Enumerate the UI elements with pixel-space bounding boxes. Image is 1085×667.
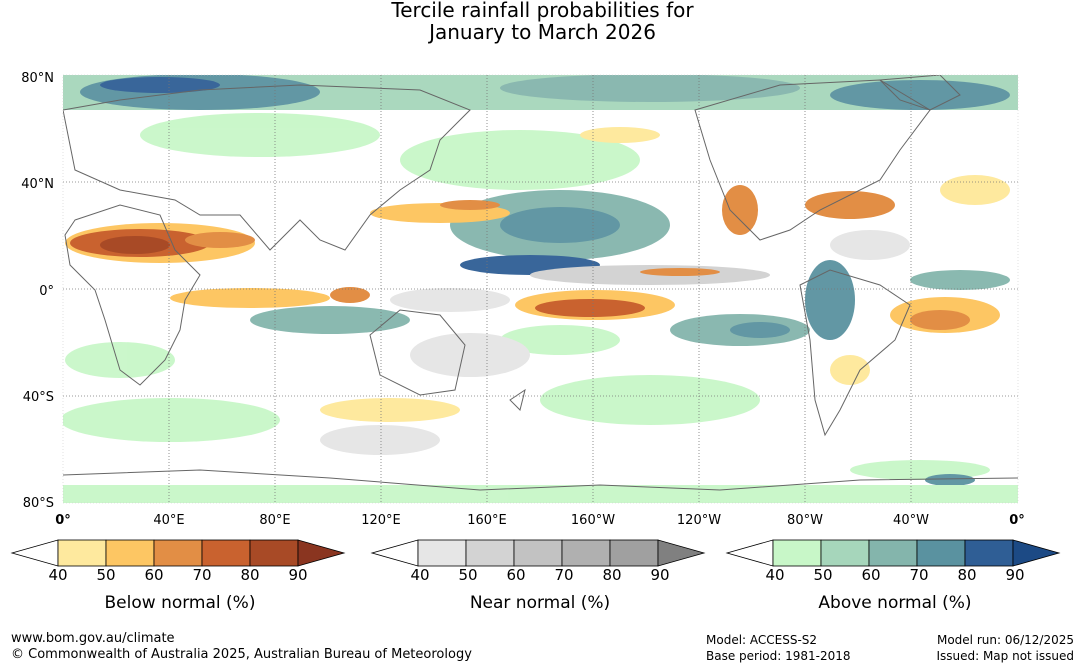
legend-caption-near: Near normal (%)	[469, 593, 611, 613]
rainfall-probability-map: 80°N 40°N 0° 40°S 80°S 0° 40°E 80°E 120°…	[21, 71, 1025, 528]
legend-swatch	[916, 539, 966, 567]
coastlines	[63, 75, 1018, 491]
legend-tick: 60	[506, 566, 526, 584]
legend-swatch	[105, 539, 155, 567]
near-normal-regions	[320, 230, 910, 455]
africa-coast	[64, 204, 201, 386]
australia-coast	[369, 309, 466, 396]
legend-tick: 70	[554, 566, 574, 584]
legend-tick: 80	[240, 566, 260, 584]
legend-swatch	[153, 539, 203, 567]
antarctica-coast	[63, 469, 1018, 491]
lon-label-0-left: 0°	[55, 513, 71, 528]
legend-arrow-low	[10, 539, 59, 567]
footer-base-period: Base period: 1981-2018	[706, 649, 851, 663]
lon-label-120w: 120°W	[677, 513, 721, 528]
map-title-line2: January to March 2026	[429, 20, 656, 44]
legend-tick: 70	[192, 566, 212, 584]
legend-swatch	[772, 539, 822, 567]
graticule	[63, 75, 1018, 503]
north-america-coast	[694, 79, 931, 241]
legend-near-normal: 40 50 60 70 80 90 Near normal (%)	[370, 538, 710, 618]
footer-issued: Issued: Map not issued	[936, 649, 1074, 663]
lon-label-80w: 80°W	[787, 513, 823, 528]
legend-tick: 40	[410, 566, 430, 584]
legend-swatch	[201, 539, 251, 567]
legend-swatch	[868, 539, 918, 567]
legend-swatch	[417, 539, 467, 567]
map-title-line1: Tercile rainfall probabilities for	[391, 0, 694, 22]
legend-tick: 60	[144, 566, 164, 584]
lon-label-160e: 160°E	[467, 513, 507, 528]
footer-model-run: Model run: 06/12/2025	[936, 633, 1074, 647]
lon-label-40w: 40°W	[893, 513, 929, 528]
lon-label-0-right: 0°	[1009, 513, 1025, 528]
legend-tick: 60	[861, 566, 881, 584]
legend-above-normal: 40 50 60 70 80 90 Above normal (%)	[725, 538, 1065, 618]
legend-swatch	[249, 539, 299, 567]
lat-label-40n: 40°N	[21, 177, 54, 192]
lat-label-40s: 40°S	[23, 390, 54, 405]
footer-model: Model: ACCESS-S2	[706, 633, 818, 647]
legend-swatch	[513, 539, 563, 567]
legend-arrow-low	[370, 539, 419, 567]
legend-below-normal-bar	[10, 539, 346, 567]
greenland-coast	[878, 75, 961, 111]
legend-below-normal: 40 50 60 70 80 90 Below normal (%)	[10, 538, 350, 618]
footer-copyright: © Commonwealth of Australia 2025, Austra…	[11, 647, 472, 662]
legend-caption-below: Below normal (%)	[104, 593, 256, 613]
legend-tick: 80	[957, 566, 977, 584]
lat-label-80n: 80°N	[21, 71, 54, 86]
legend-swatch	[820, 539, 870, 567]
eurasia-coast	[63, 84, 471, 251]
lat-label-0: 0°	[39, 284, 54, 299]
footer-url[interactable]: www.bom.gov.au/climate	[11, 631, 175, 646]
legend-tick: 40	[48, 566, 68, 584]
legend-tick: 50	[813, 566, 833, 584]
legend-tick: 70	[909, 566, 929, 584]
legend-tick: 90	[650, 566, 670, 584]
legend-arrow-high	[657, 539, 706, 567]
legend-swatch	[561, 539, 611, 567]
south-america-coast	[799, 269, 911, 437]
legend-near-normal-bar	[370, 539, 706, 567]
legend-above-normal-bar	[725, 539, 1061, 567]
legend-swatch	[609, 539, 659, 567]
legend-tick: 50	[96, 566, 116, 584]
legend-tick: 90	[288, 566, 308, 584]
legend-tick: 80	[602, 566, 622, 584]
legend-arrow-high	[297, 539, 346, 567]
legend-arrow-high	[1012, 539, 1061, 567]
legend-tick: 50	[458, 566, 478, 584]
legend-caption-above: Above normal (%)	[818, 593, 972, 613]
legend-swatch	[465, 539, 515, 567]
lon-label-40e: 40°E	[153, 513, 184, 528]
legend-tick: 40	[765, 566, 785, 584]
lon-label-160w: 160°W	[571, 513, 615, 528]
legend-swatch	[57, 539, 107, 567]
new-zealand-coast	[509, 388, 526, 411]
lon-label-80e: 80°E	[259, 513, 290, 528]
lon-label-120e: 120°E	[361, 513, 401, 528]
lat-label-80s: 80°S	[23, 496, 54, 511]
legend-tick: 90	[1005, 566, 1025, 584]
legend-arrow-low	[725, 539, 774, 567]
legend-swatch	[964, 539, 1014, 567]
below-normal-regions	[65, 127, 1010, 422]
